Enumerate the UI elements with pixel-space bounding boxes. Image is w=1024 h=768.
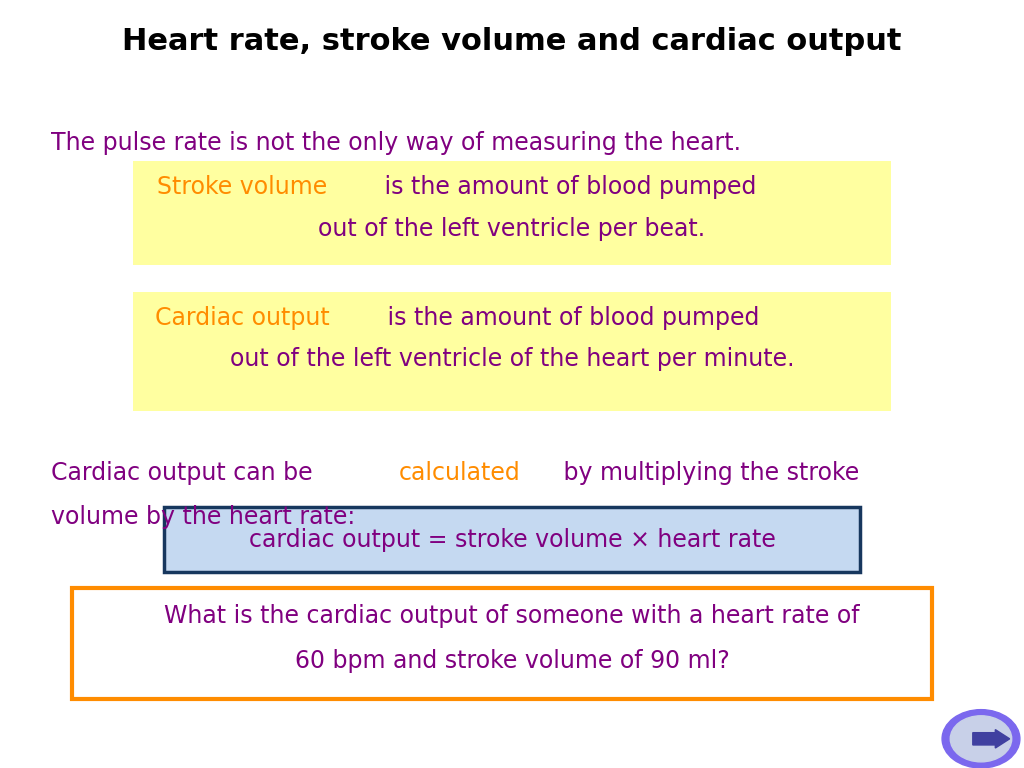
Circle shape — [950, 716, 1012, 762]
Text: Heart rate, stroke volume and cardiac output: Heart rate, stroke volume and cardiac ou… — [122, 27, 902, 56]
Text: out of the left ventricle of the heart per minute.: out of the left ventricle of the heart p… — [229, 347, 795, 371]
FancyBboxPatch shape — [72, 588, 932, 699]
Text: is the amount of blood pumped: is the amount of blood pumped — [380, 306, 760, 329]
Text: Stroke volume: Stroke volume — [158, 175, 328, 199]
Text: out of the left ventricle per beat.: out of the left ventricle per beat. — [318, 217, 706, 240]
FancyBboxPatch shape — [164, 507, 860, 572]
Text: 60 bpm and stroke volume of 90 ml?: 60 bpm and stroke volume of 90 ml? — [295, 649, 729, 673]
Text: What is the cardiac output of someone with a heart rate of: What is the cardiac output of someone wi… — [164, 604, 860, 628]
FancyBboxPatch shape — [133, 161, 891, 265]
Text: calculated: calculated — [398, 461, 520, 485]
Text: volume by the heart rate:: volume by the heart rate: — [51, 505, 355, 529]
Text: by multiplying the stroke: by multiplying the stroke — [556, 461, 859, 485]
Text: The pulse rate is not the only way of measuring the heart.: The pulse rate is not the only way of me… — [51, 131, 741, 154]
Text: cardiac output = stroke volume × heart rate: cardiac output = stroke volume × heart r… — [249, 528, 775, 551]
Text: Cardiac output: Cardiac output — [155, 306, 330, 329]
FancyArrow shape — [973, 730, 1010, 748]
Circle shape — [942, 710, 1020, 768]
Text: is the amount of blood pumped: is the amount of blood pumped — [377, 175, 757, 199]
FancyBboxPatch shape — [133, 292, 891, 411]
Text: Cardiac output can be: Cardiac output can be — [51, 461, 321, 485]
